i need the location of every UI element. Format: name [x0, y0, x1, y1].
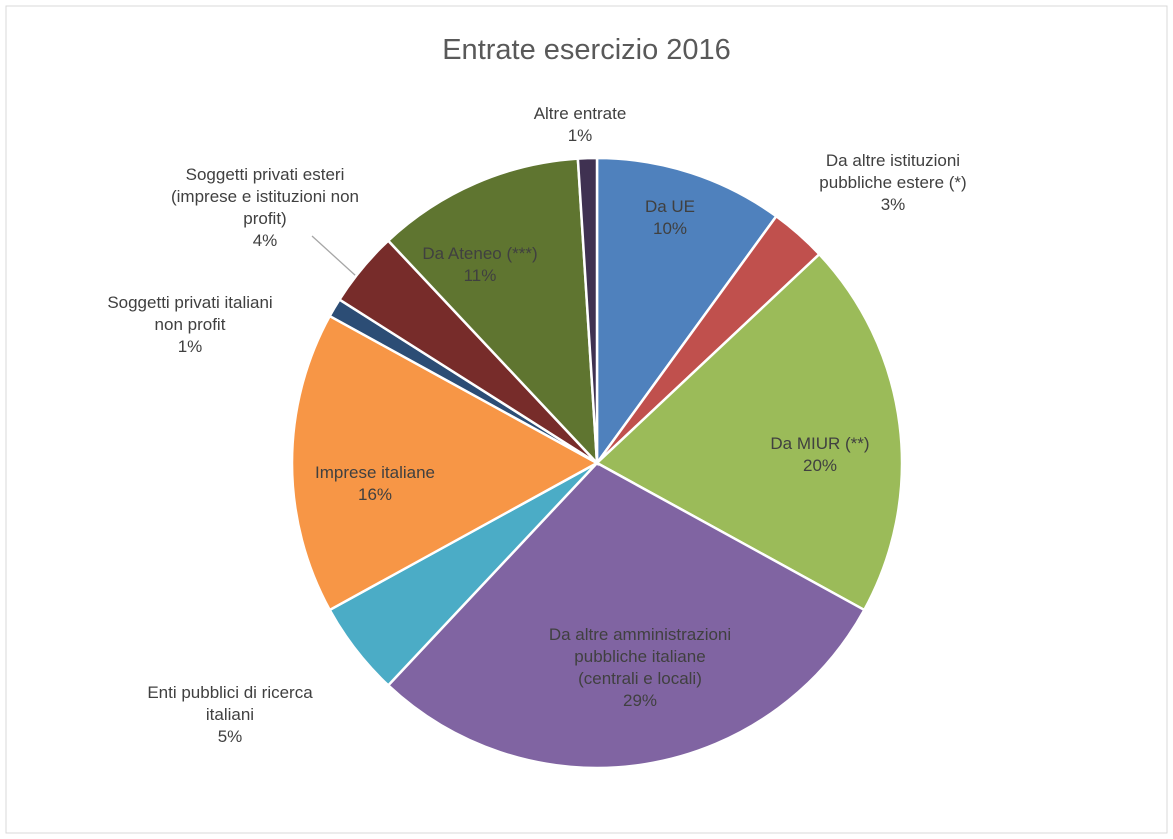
pie-slice: [576, 156, 599, 464]
slice-category-label: Da MIUR (**): [770, 434, 870, 453]
leader-line: [311, 235, 357, 277]
slice-category-label: Da Ateneo (***): [422, 244, 538, 263]
pie-slice: [386, 157, 599, 467]
pie-slice: [595, 156, 779, 467]
slice-value-label: 3%: [880, 195, 906, 214]
slice-category-label: Da UE: [644, 197, 696, 216]
slice-category-label: Soggetti privati italiani non profit: [107, 293, 273, 334]
slice-label: Soggetti privati esteri (imprese e istit…: [165, 164, 365, 252]
slice-value-label: 10%: [652, 219, 688, 238]
slice-label: Da MIUR (**) 20%: [740, 433, 900, 477]
pie-slice: [290, 314, 600, 612]
slice-label: Imprese italiane 16%: [295, 462, 455, 506]
slice-category-label: Soggetti privati esteri (imprese e istit…: [170, 165, 360, 228]
slice-value-label: 1%: [177, 337, 203, 356]
slice-label: Da altre istituzioni pubbliche estere (*…: [788, 150, 998, 216]
slice-label: Altre entrate 1%: [510, 103, 650, 147]
slice-value-label: 16%: [357, 485, 393, 504]
slice-value-label: 1%: [567, 126, 593, 145]
slice-label: Da Ateneo (***) 11%: [395, 243, 565, 287]
slice-category-label: Da altre istituzioni pubbliche estere (*…: [819, 151, 967, 192]
slice-category-label: Da altre amministrazioni pubbliche itali…: [548, 625, 732, 688]
slice-value-label: 5%: [217, 727, 243, 746]
slice-value-label: 4%: [252, 231, 278, 250]
pie-slice: [386, 461, 866, 770]
slice-category-label: Altre entrate: [533, 104, 627, 123]
chart-title: Entrate esercizio 2016: [442, 34, 731, 66]
slice-value-label: 20%: [802, 456, 838, 475]
slice-value-label: 11%: [463, 266, 497, 285]
slice-label: Da altre amministrazioni pubbliche itali…: [545, 624, 735, 712]
pie-slice: [594, 252, 904, 612]
slice-label: Enti pubblici di ricerca italiani 5%: [125, 682, 335, 748]
slice-label: Da UE 10%: [610, 196, 730, 240]
slice-category-label: Imprese italiane: [314, 463, 435, 482]
slice-value-label: 29%: [622, 691, 658, 710]
slice-label: Soggetti privati italiani non profit 1%: [95, 292, 285, 358]
slice-category-label: Enti pubblici di ricerca italiani: [147, 683, 313, 724]
